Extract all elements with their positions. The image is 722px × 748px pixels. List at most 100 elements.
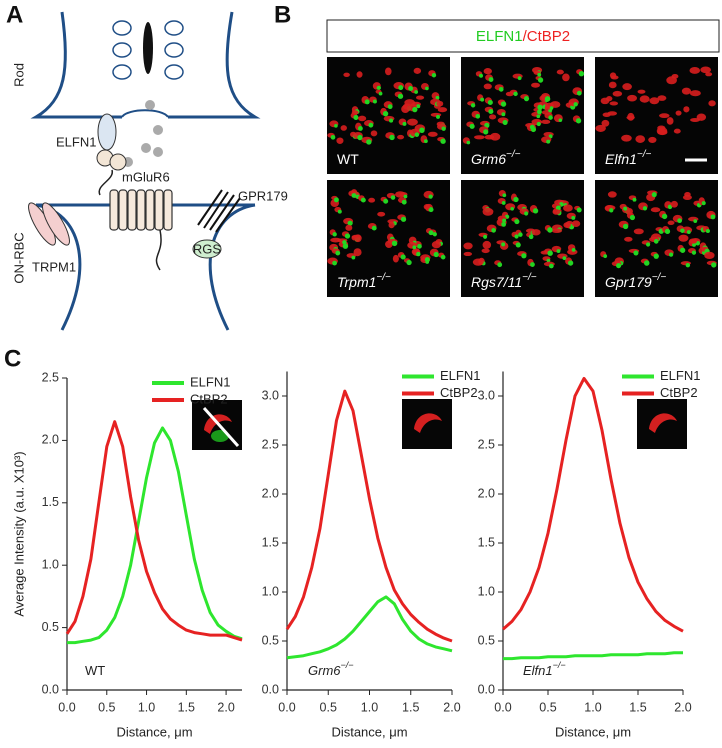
puncta	[335, 250, 341, 256]
puncta	[683, 106, 690, 113]
puncta	[388, 221, 395, 229]
puncta	[521, 253, 527, 259]
puncta	[514, 219, 520, 225]
legend-label: CtBP2	[440, 385, 478, 400]
puncta	[488, 108, 494, 115]
y-tick-label: 1.5	[478, 535, 495, 549]
mglur6-shape	[109, 189, 173, 231]
y-tick-label: 0.5	[262, 633, 279, 647]
puncta	[556, 249, 561, 253]
puncta	[562, 73, 570, 82]
puncta	[403, 194, 408, 199]
puncta	[385, 67, 392, 76]
puncta	[402, 121, 407, 126]
puncta	[689, 90, 701, 97]
puncta	[436, 100, 444, 107]
puncta	[347, 220, 353, 226]
puncta	[627, 94, 637, 102]
puncta	[463, 251, 473, 257]
puncta	[389, 118, 394, 123]
puncta	[489, 132, 501, 141]
puncta	[440, 138, 446, 144]
puncta	[571, 215, 576, 220]
puncta	[627, 112, 635, 121]
y-tick-label: 1.0	[42, 557, 59, 571]
y-tick-label: 2.5	[478, 437, 495, 451]
genotype-label: Rgs7/11−/−	[471, 272, 537, 290]
rgs-shape	[192, 239, 222, 259]
puncta	[344, 233, 351, 239]
protein-label: ELFN1	[56, 134, 96, 149]
genotype-sup: −/−	[522, 272, 537, 283]
puncta	[412, 245, 417, 250]
puncta	[689, 67, 701, 74]
y-tick-label: 0.0	[262, 682, 279, 696]
puncta	[502, 218, 507, 223]
puncta	[685, 262, 691, 268]
puncta	[530, 262, 535, 267]
puncta	[675, 110, 682, 116]
title-part: /	[523, 28, 528, 45]
genotype-label: Grm6−/−	[471, 149, 521, 167]
puncta	[563, 204, 573, 212]
puncta	[357, 134, 363, 141]
puncta	[400, 216, 407, 222]
puncta	[479, 73, 484, 78]
puncta	[666, 117, 674, 125]
puncta	[578, 70, 585, 77]
puncta	[701, 201, 706, 206]
puncta	[544, 96, 551, 102]
puncta	[552, 209, 561, 215]
legend-label: ELFN1	[660, 368, 700, 383]
puncta	[482, 240, 492, 249]
puncta	[501, 242, 506, 247]
puncta	[547, 227, 553, 233]
puncta	[529, 124, 535, 130]
puncta	[531, 229, 541, 236]
y-tick-label: 1.5	[42, 495, 59, 509]
x-tick-label: 1.5	[178, 700, 195, 714]
x-tick-label: 2.0	[674, 700, 691, 714]
puncta	[336, 137, 344, 144]
puncta	[357, 126, 363, 131]
puncta	[643, 260, 650, 266]
puncta	[371, 225, 377, 231]
puncta	[629, 214, 636, 221]
genotype-sup: −/−	[506, 149, 521, 160]
protein-label: TRPM1	[32, 259, 76, 274]
puncta	[700, 66, 712, 74]
inset-signal	[649, 413, 677, 433]
puncta	[425, 86, 429, 91]
panel-label: C	[4, 345, 21, 372]
y-tick-label: 3.0	[262, 388, 279, 402]
x-tick-label: 1.5	[402, 700, 419, 714]
puncta	[376, 85, 381, 91]
puncta	[645, 242, 651, 247]
panel-label: B	[274, 1, 291, 28]
puncta	[372, 99, 377, 104]
puncta	[482, 207, 494, 216]
micrograph: WT	[327, 57, 450, 174]
puncta	[510, 206, 515, 211]
protein-label: GPR179	[238, 188, 288, 203]
x-tick-label: 0.0	[278, 700, 295, 714]
puncta	[470, 103, 476, 108]
genotype-name: Rgs7/11	[471, 274, 522, 290]
x-tick-label: 1.0	[584, 700, 601, 714]
puncta	[483, 83, 492, 90]
puncta	[390, 195, 396, 200]
puncta	[481, 248, 490, 254]
puncta	[571, 247, 576, 252]
puncta	[391, 240, 398, 247]
puncta	[523, 96, 530, 102]
puncta	[639, 95, 650, 103]
legend-label: CtBP2	[660, 385, 698, 400]
puncta	[370, 130, 378, 137]
puncta	[671, 73, 679, 79]
puncta	[436, 114, 440, 119]
ribbon	[143, 22, 153, 74]
x-tick-label: 0.5	[320, 700, 337, 714]
puncta	[480, 97, 485, 102]
puncta	[649, 97, 660, 105]
puncta	[537, 77, 544, 83]
